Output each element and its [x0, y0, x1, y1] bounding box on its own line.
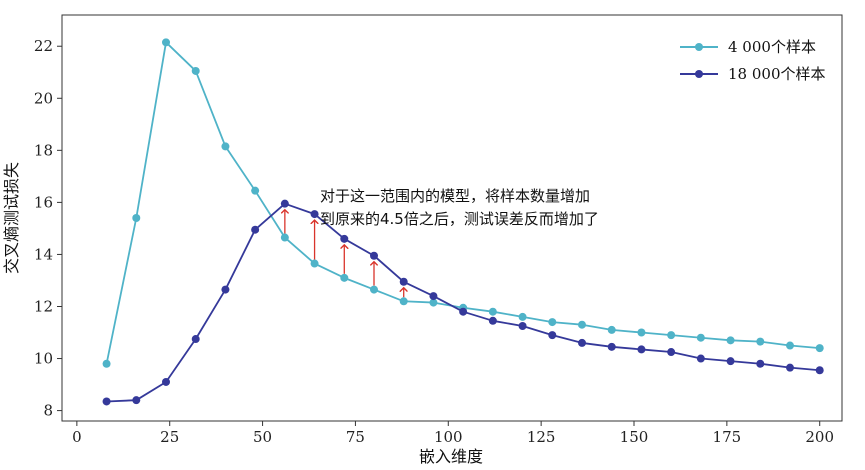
data-point-4000 — [696, 333, 705, 342]
data-point-18000 — [102, 397, 111, 406]
x-tick-label: 175 — [713, 428, 742, 446]
data-point-18000 — [221, 285, 230, 294]
y-tick-label: 14 — [34, 245, 53, 263]
difference-arrows — [285, 210, 404, 298]
data-point-18000 — [340, 234, 349, 243]
x-tick-label: 0 — [72, 428, 82, 446]
data-point-18000 — [162, 377, 170, 386]
data-point-4000 — [726, 336, 735, 345]
data-point-4000 — [370, 285, 378, 294]
data-point-4000 — [280, 233, 289, 242]
data-point-18000 — [459, 307, 468, 316]
series-line-18000 — [106, 202, 820, 403]
annotation-line-1: 对于这一范围内的模型，将样本数量增加 — [320, 187, 590, 205]
data-point-18000 — [786, 363, 794, 372]
annotation-line-2: 到原来的4.5倍之后，测试误差反而增加了 — [320, 210, 599, 228]
data-point-18000 — [191, 335, 200, 344]
data-point-18000 — [488, 316, 497, 325]
data-point-4000 — [251, 186, 260, 195]
legend-marker-18000 — [695, 70, 703, 78]
annotation: 对于这一范围内的模型，将样本数量增加 到原来的4.5倍之后，测试误差反而增加了 — [320, 187, 599, 228]
y-tick-label: 12 — [34, 297, 53, 315]
x-axis-label: 嵌入维度 — [419, 447, 483, 466]
legend: 4 000个样本 18 000个样本 — [680, 38, 826, 83]
data-point-4000 — [340, 273, 349, 282]
data-point-4000 — [399, 297, 408, 306]
data-point-4000 — [102, 359, 111, 368]
data-point-18000 — [280, 199, 289, 208]
legend-label-4000: 4 000个样本 — [728, 38, 816, 56]
axes: 0 25 50 75 100 125 150 175 200 8 10 12 14 16 18 20 22 — [34, 37, 834, 446]
x-tick-label: 150 — [620, 428, 649, 446]
y-tick-label: 22 — [34, 37, 53, 55]
data-point-18000 — [726, 357, 735, 366]
plot-frame — [61, 14, 843, 422]
data-point-4000 — [667, 331, 676, 340]
data-point-4000 — [310, 259, 319, 268]
data-point-18000 — [756, 359, 765, 368]
y-tick-label: 20 — [34, 89, 53, 107]
series-group — [102, 38, 824, 406]
data-point-18000 — [132, 396, 141, 405]
data-point-4000 — [488, 307, 497, 316]
data-point-4000 — [162, 38, 170, 47]
data-point-4000 — [518, 312, 527, 321]
data-point-18000 — [667, 348, 676, 357]
data-point-18000 — [548, 331, 557, 340]
data-point-18000 — [399, 277, 408, 286]
data-point-18000 — [370, 251, 378, 260]
data-point-18000 — [518, 322, 527, 331]
data-point-18000 — [578, 338, 586, 347]
data-point-4000 — [815, 344, 824, 353]
data-point-4000 — [578, 320, 586, 329]
x-tick-label: 25 — [160, 428, 179, 446]
data-point-4000 — [786, 341, 794, 350]
y-axis-label: 交叉熵测试损失 — [2, 162, 21, 274]
data-point-4000 — [607, 325, 616, 334]
x-tick-label: 75 — [346, 428, 365, 446]
data-point-4000 — [548, 318, 557, 327]
data-point-4000 — [132, 214, 141, 222]
y-tick-label: 16 — [34, 193, 53, 211]
data-point-4000 — [756, 337, 765, 346]
data-point-18000 — [429, 292, 438, 301]
data-point-4000 — [221, 142, 230, 151]
legend-marker-4000 — [695, 43, 703, 51]
data-point-18000 — [251, 225, 260, 234]
data-point-4000 — [429, 298, 438, 307]
data-point-4000 — [637, 328, 646, 337]
y-tick-label: 8 — [43, 402, 53, 420]
y-tick-label: 18 — [34, 141, 53, 159]
data-point-18000 — [696, 354, 705, 363]
x-tick-label: 100 — [434, 428, 463, 446]
data-point-18000 — [310, 210, 319, 219]
y-tick-label: 10 — [34, 350, 53, 368]
x-tick-label: 200 — [805, 428, 834, 446]
x-tick-label: 50 — [253, 428, 272, 446]
data-point-18000 — [815, 366, 824, 375]
data-point-4000 — [191, 66, 200, 75]
x-tick-label: 125 — [527, 428, 556, 446]
data-point-18000 — [607, 342, 616, 351]
legend-label-18000: 18 000个样本 — [728, 65, 826, 83]
data-point-18000 — [637, 345, 646, 354]
